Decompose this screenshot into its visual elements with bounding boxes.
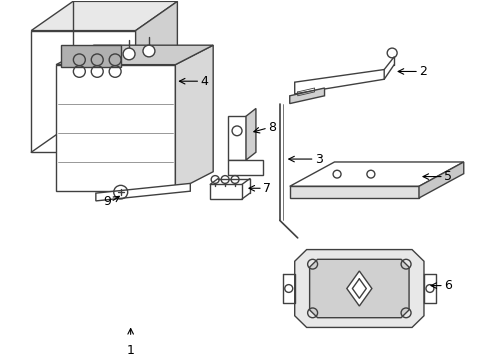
Circle shape	[123, 48, 135, 60]
Polygon shape	[289, 186, 418, 198]
Polygon shape	[346, 271, 371, 306]
Text: 6: 6	[443, 279, 451, 292]
Polygon shape	[56, 45, 213, 65]
Polygon shape	[309, 259, 408, 318]
Polygon shape	[31, 1, 177, 31]
Polygon shape	[418, 162, 463, 198]
Polygon shape	[31, 31, 135, 152]
Polygon shape	[245, 108, 255, 160]
Text: 3: 3	[314, 153, 322, 166]
Polygon shape	[289, 162, 463, 186]
Polygon shape	[289, 88, 324, 104]
Polygon shape	[210, 184, 242, 199]
Text: 8: 8	[267, 121, 275, 134]
Text: 9: 9	[102, 195, 111, 208]
Polygon shape	[135, 1, 177, 152]
Text: 5: 5	[443, 170, 451, 183]
Polygon shape	[294, 69, 384, 94]
Polygon shape	[227, 160, 263, 175]
Polygon shape	[61, 45, 121, 67]
Text: 2: 2	[418, 65, 426, 78]
Polygon shape	[294, 249, 423, 328]
Polygon shape	[227, 116, 245, 160]
Circle shape	[142, 45, 155, 57]
Polygon shape	[175, 45, 213, 191]
Text: 7: 7	[263, 182, 270, 195]
Polygon shape	[56, 65, 175, 191]
Polygon shape	[96, 183, 190, 201]
Text: 4: 4	[200, 75, 208, 88]
Text: 1: 1	[126, 344, 134, 357]
